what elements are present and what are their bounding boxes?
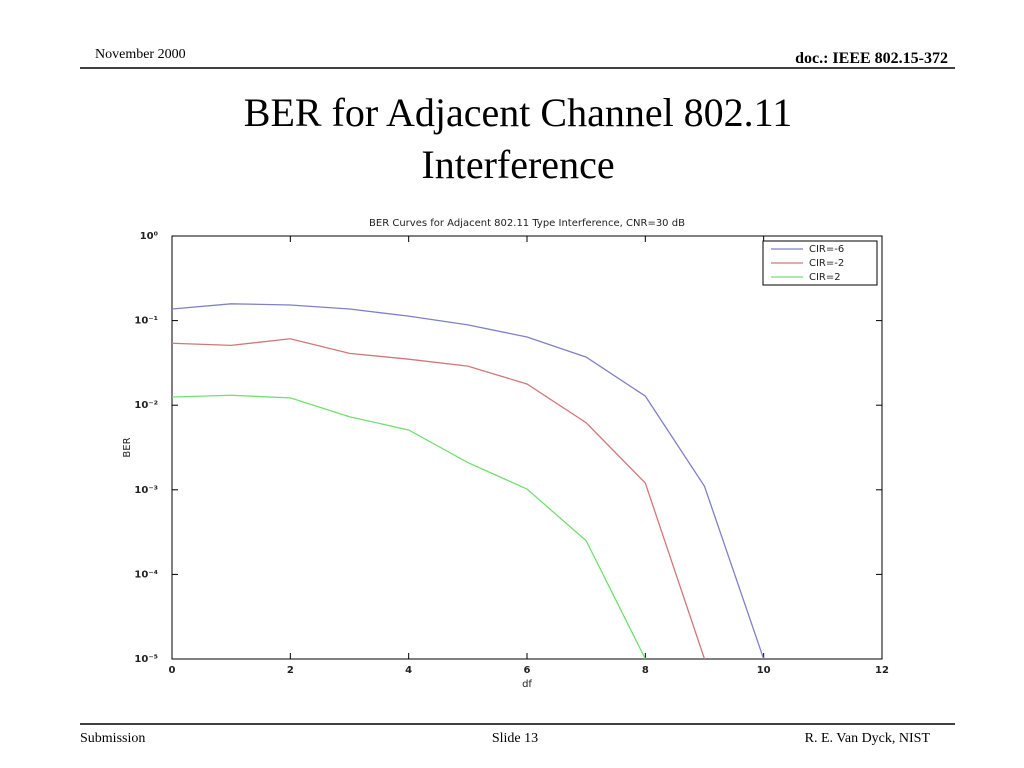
- series-line: [171, 303, 765, 660]
- x-tick-label: 4: [405, 665, 412, 676]
- legend-label: CIR=2: [809, 272, 841, 283]
- header-date: November 2000: [95, 47, 186, 62]
- footer-right: R. E. Van Dyck, NIST: [805, 731, 931, 746]
- y-tick-label: 10⁻⁵: [134, 654, 158, 665]
- y-tick-label: 10⁻¹: [134, 316, 158, 327]
- header-doc: doc.: IEEE 802.15-372: [795, 50, 948, 67]
- legend-label: CIR=-6: [809, 244, 844, 255]
- chart-title: BER Curves for Adjacent 802.11 Type Inte…: [369, 218, 685, 229]
- slide-title: BER for Adjacent Channel 802.11: [244, 90, 792, 135]
- y-tick-label: 10⁻³: [134, 485, 158, 496]
- x-tick-label: 0: [169, 665, 176, 676]
- footer-left: Submission: [80, 731, 145, 746]
- chart: BER Curves for Adjacent 802.11 Type Inte…: [122, 218, 889, 690]
- y-tick-label: 10⁻⁴: [134, 569, 158, 580]
- series-line: [171, 338, 706, 660]
- y-tick-label: 10⁰: [140, 231, 158, 242]
- x-tick-label: 10: [757, 665, 771, 676]
- footer-center: Slide 13: [492, 731, 538, 746]
- plot-frame: [171, 235, 883, 660]
- legend-label: CIR=-2: [809, 258, 844, 269]
- series-line: [171, 394, 646, 660]
- x-tick-label: 2: [287, 665, 294, 676]
- y-axis-label: BER: [122, 437, 133, 457]
- x-tick-label: 6: [524, 665, 531, 676]
- y-tick-label: 10⁻²: [134, 400, 158, 411]
- slide-title: Interference: [421, 142, 614, 187]
- x-tick-label: 8: [642, 665, 649, 676]
- x-tick-label: 12: [875, 665, 889, 676]
- x-axis-label: df: [522, 679, 532, 690]
